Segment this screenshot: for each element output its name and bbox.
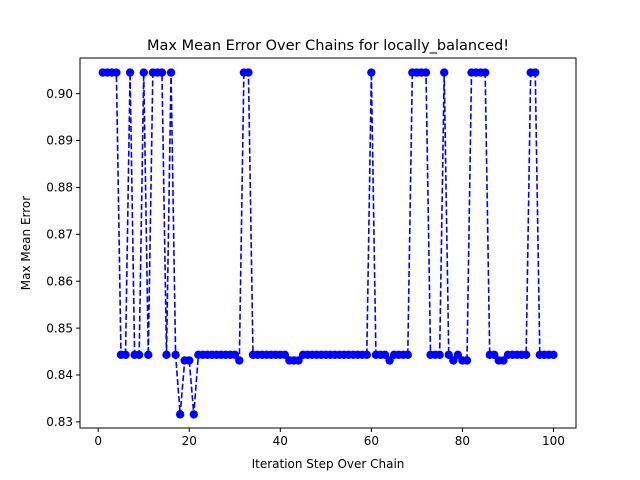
data-point <box>185 356 194 365</box>
data-point <box>549 350 558 360</box>
x-tick-label: 60 <box>364 434 379 448</box>
data-point <box>244 68 253 77</box>
data-point <box>294 356 303 365</box>
x-tick-label: 0 <box>94 434 102 448</box>
data-point <box>531 68 540 77</box>
plot-area <box>98 68 558 419</box>
data-point <box>171 350 180 360</box>
data-point <box>125 68 135 77</box>
y-tick-label: 0.87 <box>46 228 73 242</box>
data-point <box>403 350 412 360</box>
data-point <box>521 350 531 360</box>
plot-frame <box>79 57 577 429</box>
data-point <box>367 68 376 77</box>
data-point <box>380 350 390 360</box>
data-point <box>189 410 199 419</box>
data-point <box>162 350 171 360</box>
y-tick-label: 0.90 <box>46 87 73 101</box>
y-tick-label: 0.88 <box>46 181 73 195</box>
y-tick-label: 0.83 <box>46 415 73 429</box>
data-point <box>235 356 244 365</box>
x-axis: 0 20 40 60 80 100 <box>94 428 565 448</box>
data-point <box>480 68 490 77</box>
data-point <box>166 68 176 77</box>
x-axis-label: Iteration Step Over Chain <box>252 457 405 471</box>
data-point <box>362 350 372 360</box>
data-point <box>421 68 431 77</box>
data-point <box>440 68 449 77</box>
y-tick-label: 0.84 <box>46 368 73 382</box>
data-point <box>499 356 508 365</box>
data-point <box>435 350 444 360</box>
data-point <box>157 68 167 77</box>
data-point <box>175 410 185 419</box>
data-point <box>449 356 458 365</box>
data-point <box>453 350 463 360</box>
x-tick-label: 20 <box>182 434 197 448</box>
x-tick-label: 40 <box>273 434 288 448</box>
x-tick-label: 80 <box>455 434 470 448</box>
data-point <box>144 350 153 360</box>
y-axis-label: Max Mean Error <box>19 196 33 290</box>
data-point <box>139 68 148 77</box>
data-point <box>385 356 394 365</box>
x-tick-label: 100 <box>542 434 565 448</box>
data-point <box>490 350 499 360</box>
data-point <box>462 356 472 365</box>
y-axis: 0.83 0.84 0.85 0.86 0.87 0.88 0.89 0.90 <box>46 87 80 429</box>
data-point <box>134 350 144 360</box>
y-tick-label: 0.85 <box>46 321 73 335</box>
data-point <box>230 350 239 360</box>
y-tick-label: 0.89 <box>46 134 73 148</box>
data-point <box>280 350 290 360</box>
data-point <box>444 350 453 360</box>
y-tick-label: 0.86 <box>46 274 73 288</box>
data-point <box>121 350 130 360</box>
data-point <box>112 68 121 77</box>
chart-title: Max Mean Error Over Chains for locally_b… <box>147 38 509 54</box>
